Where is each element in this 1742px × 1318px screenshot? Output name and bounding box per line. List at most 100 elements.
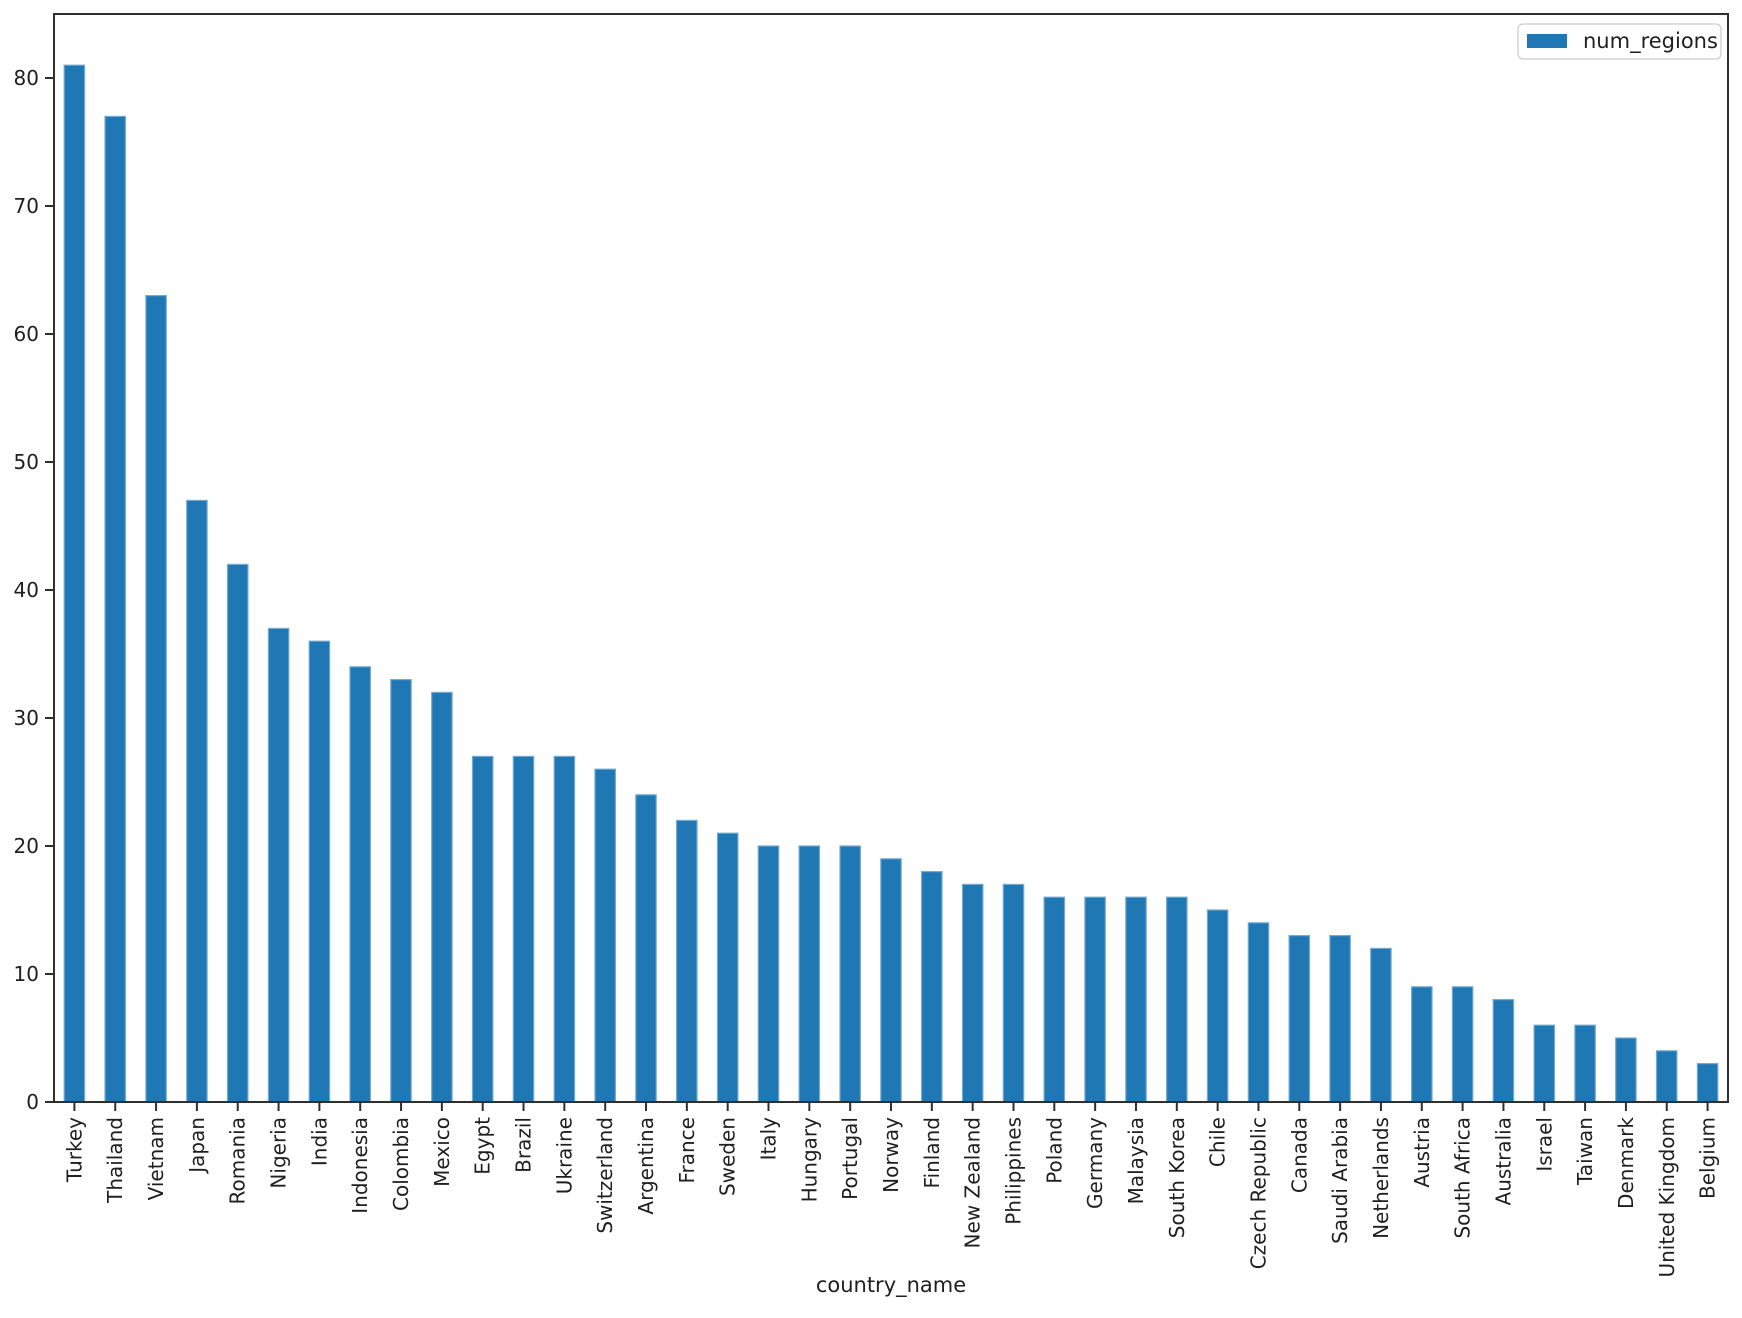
x-tick-labels: Turkey Thailand Vietnam Japan Romania Nigeria…: [62, 1117, 1719, 1278]
bar: [1206, 909, 1229, 1103]
x-tick-label: New Zealand: [961, 1117, 985, 1248]
bar: [104, 115, 126, 1103]
x-tick-label: Czech Republic: [1246, 1117, 1270, 1269]
bar: [1247, 922, 1270, 1103]
x-tick-label: Italy: [757, 1117, 781, 1161]
bar: [186, 499, 208, 1103]
x-tick-label: Sweden: [716, 1117, 740, 1196]
x-tick-label: Finland: [920, 1117, 944, 1188]
bar: [1165, 896, 1188, 1103]
bar: [226, 563, 249, 1103]
y-tick-label: 50: [14, 450, 39, 474]
x-tick-label: Romania: [226, 1117, 250, 1204]
bar: [1615, 1037, 1637, 1103]
bar: [1655, 1050, 1678, 1103]
bar: [1533, 1024, 1556, 1103]
y-tick-label: 20: [14, 834, 39, 858]
x-tick-label: Thailand: [103, 1117, 127, 1204]
bar: [512, 755, 535, 1103]
x-tick-label: Israel: [1532, 1117, 1556, 1172]
bar: [1492, 998, 1515, 1103]
bars-group: [63, 64, 1719, 1103]
bar: [1329, 934, 1351, 1103]
bar: [757, 845, 780, 1103]
x-tick-label: South Africa: [1451, 1117, 1475, 1239]
bar: [553, 755, 576, 1103]
x-tick-label: Nigeria: [267, 1117, 291, 1189]
x-tick-label: Philippines: [1001, 1117, 1025, 1225]
bar: [267, 627, 290, 1103]
y-tick-label: 30: [14, 706, 39, 730]
x-tick-label: Belgium: [1696, 1117, 1720, 1199]
x-tick-label: Egypt: [471, 1117, 495, 1175]
axes-group: [45, 13, 1729, 1111]
bar: [1125, 896, 1147, 1103]
bar: [145, 295, 167, 1103]
bar: [1451, 986, 1474, 1103]
x-tick-label: Switzerland: [593, 1117, 617, 1234]
x-tick-label: Australia: [1491, 1117, 1515, 1205]
x-tick-label: Taiwan: [1573, 1117, 1597, 1186]
bar: [1043, 896, 1066, 1103]
legend: num_regions: [1517, 23, 1722, 60]
x-tick-label: Netherlands: [1369, 1117, 1393, 1239]
bar: [1370, 947, 1392, 1103]
bar: [471, 755, 494, 1103]
legend-swatch: [1527, 34, 1567, 48]
x-tick-label: Poland: [1042, 1117, 1066, 1184]
legend-box: [1517, 23, 1722, 60]
bar: [920, 870, 943, 1103]
y-tick-labels: 0 10 20 30 40 50 60 70 80: [14, 66, 39, 1114]
bar: [63, 64, 86, 1103]
x-tick-label: Colombia: [389, 1117, 413, 1211]
x-tick-label: Hungary: [797, 1117, 821, 1203]
x-tick-label: Japan: [185, 1117, 209, 1175]
bar: [675, 819, 698, 1103]
bar: [1288, 934, 1311, 1103]
bar: [961, 883, 984, 1103]
x-tick-label: Saudi Arabia: [1328, 1117, 1352, 1244]
x-tick-label: Norway: [879, 1117, 903, 1193]
bar: [594, 768, 616, 1103]
bar: [798, 845, 821, 1103]
x-axis-label: country_name: [816, 1273, 966, 1298]
bar: [839, 845, 861, 1103]
bar: [390, 678, 412, 1103]
bar: [349, 666, 371, 1103]
x-tick-label: Malaysia: [1124, 1117, 1148, 1204]
bar: [1084, 896, 1106, 1103]
y-tick-label: 70: [14, 194, 39, 218]
y-tick-label: 10: [14, 962, 39, 986]
x-tick-label: Portugal: [838, 1117, 862, 1200]
x-tick-label: Chile: [1206, 1117, 1230, 1167]
x-tick-label: France: [675, 1117, 699, 1184]
bar: [1696, 1062, 1719, 1103]
bar: [1410, 986, 1433, 1103]
x-tick-label: United Kingdom: [1655, 1117, 1679, 1278]
bar: [308, 640, 331, 1103]
x-tick-label: Brazil: [512, 1117, 536, 1173]
x-tick-label: Ukraine: [552, 1117, 576, 1194]
x-tick-label: Germany: [1083, 1117, 1107, 1209]
x-tick-label: Austria: [1410, 1117, 1434, 1188]
legend-label: num_regions: [1583, 29, 1718, 54]
x-tick-label: Mexico: [430, 1117, 454, 1187]
x-tick-label: South Korea: [1165, 1117, 1189, 1238]
x-tick-label: Canada: [1287, 1117, 1311, 1193]
x-tick-label: India: [307, 1117, 331, 1166]
x-tick-label: Indonesia: [348, 1117, 372, 1214]
bar: [635, 794, 657, 1103]
x-tick-label: Denmark: [1614, 1117, 1638, 1209]
bar: [1002, 883, 1025, 1103]
x-tick-label: Argentina: [634, 1117, 658, 1215]
y-tick-label: 60: [14, 322, 39, 346]
y-tick-label: 0: [26, 1090, 39, 1114]
bar: [716, 832, 739, 1103]
y-tick-label: 40: [14, 578, 39, 602]
bar: [880, 858, 902, 1103]
x-tick-label: Turkey: [62, 1117, 86, 1183]
y-tick-label: 80: [14, 66, 39, 90]
bar: [1574, 1024, 1596, 1103]
